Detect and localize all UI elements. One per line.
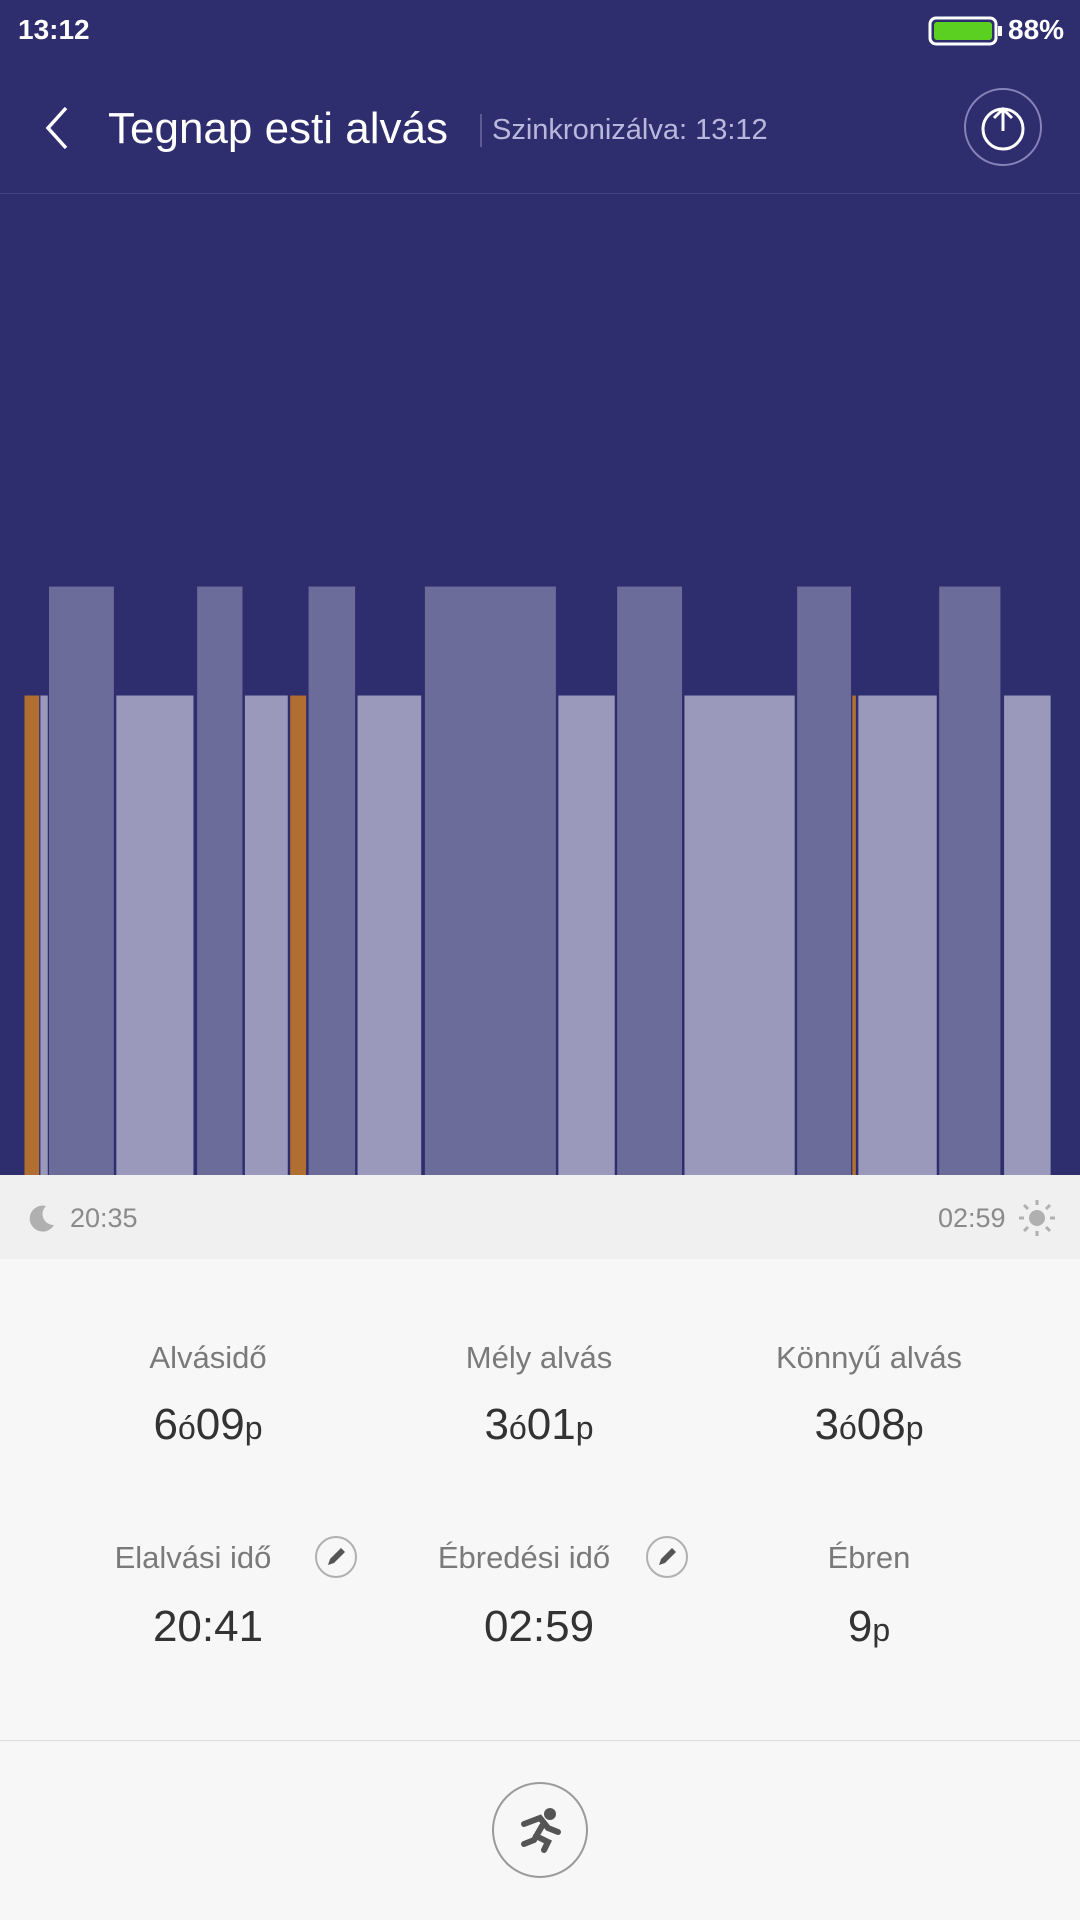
stat-label: Alvásidő [149,1340,267,1375]
stat-value: 3ó01p [374,1400,704,1450]
value-part: 08 [856,1400,906,1449]
header-divider [0,193,1080,194]
sleep-segment [290,695,307,1175]
sleep-segment [116,695,194,1175]
sleep-start: 20:35 [70,1203,138,1233]
sleep-end: 02:59 [938,1203,1006,1233]
sleep-segment [1004,695,1051,1175]
stat-value: 9p [704,1602,1034,1652]
sleep-segment [558,695,615,1175]
sleep-segment [308,586,356,1175]
sleep-segment [684,695,795,1175]
value-part: p [905,1410,924,1446]
back-button[interactable] [38,104,78,152]
sleep-segment [244,695,288,1175]
edit-button[interactable] [645,1535,689,1579]
sleep-segment [939,586,1001,1175]
value-part: 3 [814,1400,839,1449]
sleep-segment [40,695,48,1175]
sleep-segment [424,586,556,1175]
moon-icon [29,1205,54,1232]
value-part: 9 [847,1602,873,1651]
sync-status: Szinkronizálva: 13:12 [480,114,768,147]
share-button[interactable] [963,87,1043,167]
sleep-segment [357,695,422,1175]
value-part: p [872,1612,891,1648]
stat-value: 3ó08p [704,1400,1034,1450]
status-time: 13:12 [18,14,90,45]
value-part: 09 [195,1400,245,1449]
activity-button[interactable] [490,1780,590,1880]
divider [0,1740,1080,1741]
sleep-segment [24,695,40,1175]
stat-label: Ébredési idő [437,1540,611,1575]
value-part: p [244,1410,263,1446]
sleep-chart-area [0,0,1080,1175]
stat-label: Ébren [827,1540,911,1575]
value-part: 01 [526,1400,576,1449]
stat-label: Könnyű alvás [775,1340,963,1375]
battery-level: 88% [1008,14,1065,45]
sleep-segment [197,586,243,1175]
stat-value: 02:59 [374,1602,704,1652]
sun-icon [1019,1200,1055,1236]
value-part: 02:59 [483,1602,595,1651]
time-bar: 20:35 02:59 [0,1175,1080,1259]
sleep-bars [24,586,1051,1175]
stat-value: 20:41 [43,1602,373,1652]
sleep-segment [617,586,683,1175]
value-part: p [575,1410,594,1446]
stat-label: Mély alvás [465,1340,613,1375]
page-title: Tegnap esti alvás [108,104,448,153]
stat-value: 6ó09p [43,1400,373,1450]
stat-label: Elalvási idő [114,1540,272,1575]
value-part: ó [508,1410,527,1446]
value-part: 6 [153,1400,178,1449]
edit-button[interactable] [314,1535,358,1579]
value-part: 20:41 [152,1602,264,1651]
sleep-segment [797,586,852,1175]
sleep-segment [858,695,937,1175]
value-part: ó [177,1410,196,1446]
value-part: 3 [484,1400,509,1449]
value-part: ó [838,1410,857,1446]
battery-icon [928,16,1002,46]
sleep-segment [48,586,114,1175]
sleep-segment [852,695,856,1175]
